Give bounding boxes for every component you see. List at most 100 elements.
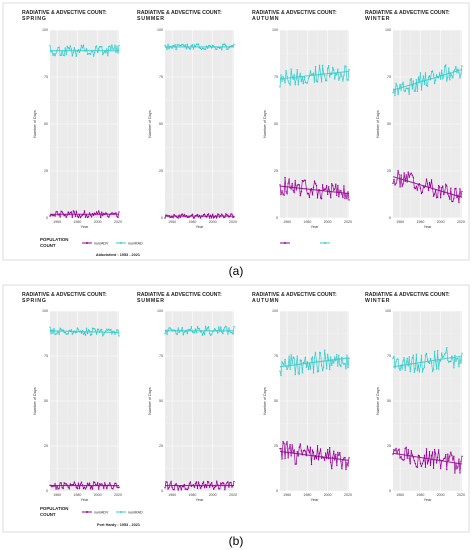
- data-point-numADV: [422, 460, 425, 462]
- chart-autumn: RADIATIVE & ADVECTIVE COUNT:AUTUMN 0 25 50 7…: [252, 292, 352, 502]
- data-point-numRAD: [431, 70, 434, 72]
- data-point-numADV: [415, 185, 418, 188]
- data-point-numRAD: [446, 347, 448, 349]
- data-point-numADV: [96, 482, 99, 484]
- data-point-numRAD: [190, 44, 193, 47]
- data-point-numRAD: [60, 328, 62, 331]
- data-point-numRAD: [186, 332, 189, 335]
- data-point-numADV: [180, 488, 182, 491]
- panel-a: RADIATIVE & ADVECTIVE COUNT:SPRING025507…: [2, 2, 470, 261]
- y-tick-label: 0: [46, 489, 48, 493]
- data-point-numRAD: [460, 362, 462, 364]
- data-point-numRAD: [189, 48, 192, 50]
- data-point-numADV: [203, 486, 206, 489]
- x-tick-label: 2020: [229, 493, 237, 497]
- data-point-numRAD: [433, 350, 436, 353]
- data-point-numRAD: [333, 362, 335, 364]
- data-point-numADV: [400, 456, 402, 458]
- data-point-numADV: [312, 451, 315, 454]
- data-point-numRAD: [295, 78, 297, 80]
- data-point-numADV: [311, 449, 314, 451]
- data-point-numRAD: [442, 77, 444, 80]
- data-point-numRAD: [450, 360, 452, 363]
- data-point-numADV: [166, 481, 168, 483]
- data-point-numADV: [56, 210, 58, 213]
- data-point-numRAD: [232, 45, 234, 47]
- data-point-numRAD: [95, 45, 98, 47]
- data-point-numADV: [283, 442, 285, 445]
- data-point-numRAD: [279, 370, 281, 372]
- data-point-numRAD: [173, 45, 175, 47]
- data-point-numRAD: [438, 72, 441, 74]
- data-point-numRAD: [115, 51, 117, 54]
- data-point-numRAD: [204, 48, 207, 50]
- y-tick-label: 75: [274, 75, 278, 79]
- data-point-numRAD: [409, 370, 411, 373]
- data-point-numRAD: [425, 352, 428, 355]
- y-axis-label: Number of Days: [376, 110, 380, 138]
- data-point-numADV: [402, 183, 404, 185]
- data-point-numADV: [226, 482, 228, 484]
- data-point-numADV: [116, 486, 118, 488]
- data-point-numRAD: [432, 74, 435, 76]
- data-point-numADV: [413, 187, 416, 189]
- data-point-numRAD: [216, 48, 218, 50]
- data-point-numRAD: [393, 355, 395, 358]
- data-point-numADV: [394, 184, 396, 186]
- x-axis-label: Year: [81, 498, 89, 502]
- data-point-numADV: [282, 193, 284, 195]
- data-point-numADV: [73, 211, 76, 213]
- data-point-numRAD: [52, 54, 54, 56]
- data-point-numRAD: [284, 82, 286, 84]
- data-point-numRAD: [283, 78, 285, 81]
- panel-b: RADIATIVE & ADVECTIVE COUNT:SPRING025507…: [2, 284, 470, 533]
- data-point-numADV: [395, 182, 397, 185]
- data-point-numADV: [449, 455, 451, 457]
- data-point-numADV: [204, 484, 207, 486]
- data-point-numRAD: [282, 76, 284, 78]
- y-tick-label: 100: [42, 28, 48, 32]
- x-axis-label: Year: [196, 225, 204, 229]
- data-point-numRAD: [83, 332, 86, 334]
- y-tick-label: 0: [161, 489, 163, 493]
- data-point-numADV: [77, 482, 80, 484]
- data-point-numADV: [98, 210, 100, 212]
- data-point-numADV: [434, 453, 437, 455]
- data-point-numRAD: [309, 368, 312, 371]
- data-point-numRAD: [291, 362, 293, 365]
- legend-adv-label: numADV: [94, 242, 109, 246]
- data-point-numRAD: [347, 366, 349, 369]
- data-point-numRAD: [296, 69, 298, 71]
- data-point-numRAD: [345, 66, 347, 68]
- data-point-numADV: [315, 184, 318, 187]
- data-point-numRAD: [117, 329, 119, 331]
- data-point-numADV: [393, 178, 395, 181]
- data-point-numADV: [331, 183, 333, 185]
- data-point-numRAD: [207, 326, 210, 328]
- data-point-numADV: [90, 216, 93, 218]
- data-point-numADV: [348, 457, 350, 459]
- data-point-numRAD: [222, 43, 224, 45]
- data-point-numADV: [416, 189, 419, 191]
- data-point-numADV: [416, 466, 419, 469]
- data-point-numADV: [199, 487, 202, 489]
- data-point-numADV: [183, 483, 185, 486]
- data-point-numRAD: [427, 76, 430, 78]
- data-point-numADV: [75, 210, 78, 213]
- x-tick-label: 2000: [94, 220, 102, 224]
- data-point-numRAD: [428, 75, 431, 77]
- y-tick-label: 25: [274, 169, 278, 173]
- data-point-numRAD: [441, 352, 443, 354]
- data-point-numADV: [320, 457, 323, 459]
- y-tick-label: 100: [385, 28, 391, 32]
- data-point-numRAD: [342, 362, 344, 364]
- data-point-numRAD: [457, 357, 459, 360]
- data-point-numRAD: [62, 54, 64, 56]
- data-point-numRAD: [420, 89, 423, 91]
- data-point-numRAD: [201, 334, 204, 336]
- data-point-numRAD: [233, 43, 235, 46]
- data-point-numRAD: [290, 68, 292, 70]
- data-point-numRAD: [320, 81, 323, 83]
- data-point-numADV: [403, 459, 405, 461]
- data-point-numRAD: [192, 48, 195, 50]
